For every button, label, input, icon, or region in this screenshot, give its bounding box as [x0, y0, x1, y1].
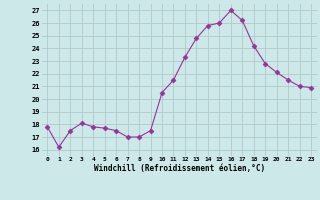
X-axis label: Windchill (Refroidissement éolien,°C): Windchill (Refroidissement éolien,°C) [94, 164, 265, 173]
